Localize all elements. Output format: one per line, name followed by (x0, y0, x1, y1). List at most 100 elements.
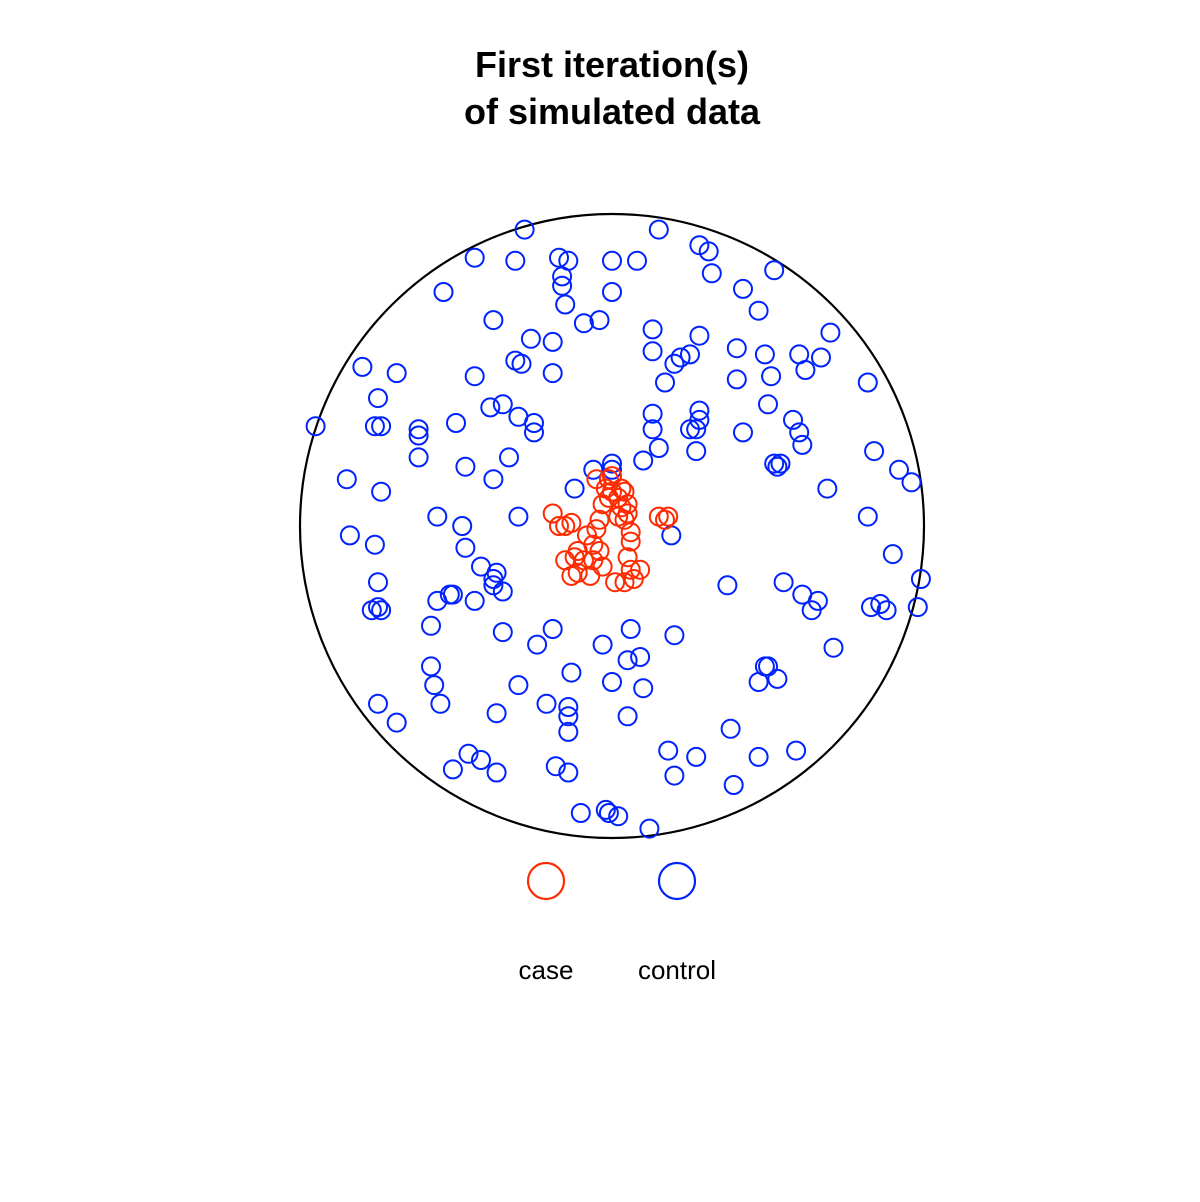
point-case-9 (567, 562, 588, 583)
point-control-129 (617, 650, 638, 671)
point-control-153 (442, 759, 463, 780)
point-control-104 (907, 597, 928, 618)
point-control-72 (648, 438, 669, 458)
point-control-70 (455, 456, 476, 477)
point-control-47 (480, 397, 501, 418)
point-control-120 (371, 600, 392, 621)
point-control-6 (505, 250, 526, 271)
point-control-9 (552, 266, 573, 287)
legend-label-case: case (519, 955, 574, 985)
point-control-109 (442, 584, 463, 605)
point-control-112 (773, 572, 794, 593)
point-control-25 (520, 328, 541, 349)
point-control-16 (733, 278, 753, 299)
point-control-158 (786, 740, 807, 761)
point-case-43 (658, 506, 679, 527)
point-case-42 (648, 506, 669, 527)
point-control-56 (305, 416, 326, 437)
point-control-21 (483, 310, 504, 331)
legend-label-control: control (638, 955, 716, 985)
point-control-95 (455, 537, 476, 558)
point-case-38 (614, 572, 635, 593)
point-control-140 (767, 668, 788, 689)
point-control-93 (339, 525, 360, 546)
point-control-18 (748, 300, 769, 321)
point-case-33 (620, 531, 641, 552)
point-control-103 (910, 569, 931, 589)
point-control-76 (764, 453, 785, 474)
point-control-71 (499, 447, 519, 468)
point-control-92 (508, 506, 529, 527)
point-control-97 (882, 544, 903, 565)
point-control-11 (555, 294, 576, 315)
point-control-0 (514, 219, 535, 240)
point-control-42 (655, 372, 675, 393)
point-control-35 (542, 363, 563, 384)
point-case-39 (605, 572, 626, 593)
point-control-138 (758, 656, 778, 677)
point-control-31 (726, 338, 747, 359)
point-control-87 (371, 481, 392, 502)
point-control-29 (664, 353, 685, 374)
point-control-74 (633, 450, 654, 471)
point-control-134 (561, 662, 582, 683)
point-control-24 (820, 322, 841, 343)
point-control-19 (589, 310, 610, 331)
point-control-62 (524, 422, 544, 443)
point-control-20 (573, 313, 594, 334)
point-control-77 (770, 453, 791, 474)
point-control-75 (602, 453, 622, 474)
point-control-44 (761, 366, 782, 387)
window-boundary (298, 212, 926, 840)
point-control-121 (421, 615, 441, 636)
point-control-14 (433, 282, 454, 302)
point-control-144 (536, 693, 557, 714)
point-control-27 (642, 341, 663, 362)
point-case-3 (561, 512, 582, 533)
point-control-163 (570, 803, 591, 823)
point-control-150 (720, 718, 741, 739)
point-control-156 (686, 746, 707, 767)
point-control-100 (486, 562, 507, 583)
point-control-159 (545, 756, 566, 777)
point-control-162 (723, 775, 744, 795)
point-control-117 (870, 594, 891, 614)
point-control-142 (430, 693, 451, 714)
point-control-116 (861, 597, 881, 618)
point-control-152 (471, 750, 491, 770)
point-control-82 (767, 456, 788, 477)
point-control-139 (748, 672, 769, 692)
point-control-58 (371, 416, 392, 437)
point-control-32 (754, 344, 775, 365)
point-case-37 (623, 569, 644, 589)
point-control-132 (424, 675, 445, 696)
point-case-0 (542, 503, 563, 524)
point-control-34 (511, 353, 532, 374)
point-control-115 (801, 600, 822, 621)
point-control-1 (648, 219, 669, 240)
point-control-41 (464, 366, 485, 387)
point-control-122 (492, 622, 513, 643)
points-layer (305, 219, 931, 839)
point-control-157 (748, 746, 769, 767)
point-control-13 (627, 250, 647, 271)
point-case-40 (592, 556, 613, 577)
point-control-43 (726, 369, 747, 390)
point-control-23 (689, 325, 710, 346)
point-control-85 (901, 472, 922, 493)
point-control-146 (558, 706, 579, 727)
point-case-34 (617, 547, 638, 568)
point-control-28 (670, 347, 691, 368)
point-control-83 (864, 441, 885, 462)
point-control-118 (876, 600, 897, 621)
point-control-69 (408, 447, 429, 468)
point-control-52 (689, 400, 710, 421)
point-control-111 (717, 575, 738, 596)
point-case-21 (598, 469, 619, 490)
point-control-135 (602, 672, 622, 692)
point-case-23 (602, 466, 622, 487)
point-control-147 (617, 706, 638, 727)
point-control-148 (386, 712, 407, 733)
point-control-105 (368, 572, 388, 593)
point-control-143 (486, 703, 507, 724)
